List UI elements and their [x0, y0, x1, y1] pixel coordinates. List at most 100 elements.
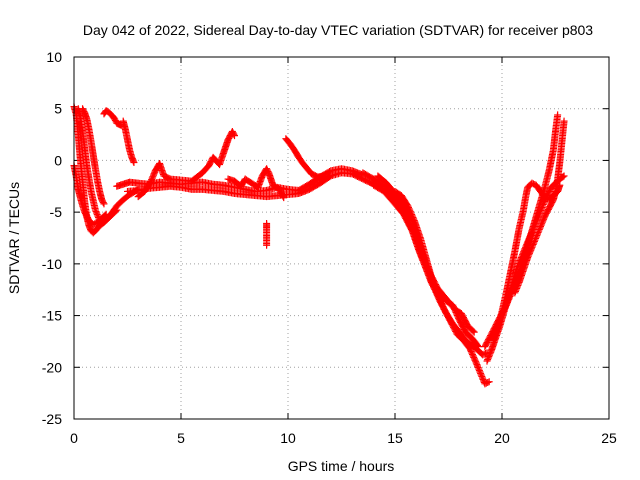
data-point — [101, 211, 109, 219]
data-point — [511, 289, 519, 297]
data-point — [529, 242, 537, 250]
data-point — [532, 233, 540, 241]
y-tick-label: -10 — [42, 256, 62, 272]
data-point — [149, 171, 157, 179]
y-tick-label: -20 — [42, 359, 62, 375]
data-point — [537, 221, 545, 229]
y-tick-label: -5 — [50, 204, 63, 220]
data-point — [526, 249, 534, 257]
data-point — [485, 353, 493, 361]
data-point — [231, 132, 238, 140]
data-point — [280, 194, 288, 202]
data-point — [532, 234, 540, 242]
data-point — [477, 371, 485, 379]
data-point — [477, 369, 485, 377]
data-point — [472, 359, 480, 367]
data-point — [469, 327, 477, 335]
data-point — [554, 111, 562, 119]
data-point — [147, 177, 155, 185]
x-axis-label: GPS time / hours — [288, 458, 395, 474]
data-point — [537, 223, 545, 231]
data-point — [478, 372, 486, 380]
x-tick-label: 25 — [601, 430, 617, 446]
data-point — [473, 361, 481, 369]
data-point — [470, 328, 478, 336]
plot-frame — [73, 56, 610, 420]
data-point — [484, 378, 492, 386]
data-point — [230, 130, 238, 138]
data-point — [485, 351, 493, 359]
data-point — [474, 362, 482, 370]
data-point — [528, 243, 536, 251]
y-axis-label: SDTVAR / TECUs — [6, 182, 22, 294]
data-point — [559, 173, 567, 181]
data-point — [148, 176, 156, 184]
data-point — [476, 368, 484, 376]
data-point — [535, 227, 543, 235]
data-point — [524, 252, 532, 260]
data-point — [474, 341, 482, 349]
data-point — [524, 254, 532, 262]
data-point — [279, 192, 287, 200]
data-point — [533, 230, 541, 238]
data-point — [149, 173, 157, 181]
data-point — [478, 374, 486, 382]
data-point — [100, 200, 108, 208]
data-point — [320, 172, 328, 180]
data-point — [512, 286, 520, 294]
data-point — [530, 237, 538, 245]
data-point — [560, 117, 568, 125]
data-point — [527, 245, 535, 253]
data-point — [91, 206, 99, 214]
data-point — [533, 231, 541, 239]
x-tick-label: 0 — [70, 430, 78, 446]
data-point — [99, 198, 107, 206]
data-point — [531, 236, 539, 244]
data-point — [536, 224, 544, 232]
data-points — [70, 103, 568, 388]
data-point — [539, 217, 547, 225]
x-tick-label: 5 — [177, 430, 185, 446]
x-tick-label: 15 — [387, 430, 403, 446]
y-tick-label: 5 — [54, 101, 62, 117]
data-point — [475, 365, 483, 373]
data-point — [92, 208, 100, 216]
data-point — [525, 251, 533, 259]
data-point — [538, 220, 546, 228]
tick-labels: 0 5 10 15 20 25 -25 -20 -15 -10 -5 0 5 10 — [42, 49, 617, 446]
data-point — [511, 287, 519, 295]
y-tick-label: -15 — [42, 308, 62, 324]
data-point — [130, 158, 138, 166]
data-point — [474, 364, 482, 372]
data-point — [93, 209, 101, 217]
data-point — [475, 367, 483, 375]
data-point — [102, 210, 110, 218]
data-point — [263, 241, 271, 249]
data-point — [474, 343, 482, 351]
data-point — [485, 378, 493, 386]
data-point — [483, 357, 491, 365]
data-point — [93, 211, 101, 219]
data-point — [486, 350, 494, 358]
data-point — [529, 240, 537, 248]
y-tick-label: -25 — [42, 411, 62, 427]
data-point — [148, 174, 156, 182]
data-point — [514, 281, 522, 289]
data-point — [530, 239, 538, 247]
x-tick-label: 20 — [494, 430, 510, 446]
data-point — [484, 354, 492, 362]
y-tick-label: 10 — [46, 49, 62, 65]
data-point — [540, 215, 548, 223]
data-point — [535, 226, 543, 234]
data-point — [526, 248, 534, 256]
data-point — [484, 356, 492, 364]
data-point — [479, 375, 487, 383]
data-point — [513, 284, 521, 292]
data-point — [527, 246, 535, 254]
data-point — [534, 229, 542, 237]
x-tick-label: 10 — [280, 430, 296, 446]
data-point — [538, 218, 546, 226]
data-point — [513, 283, 521, 291]
data-point — [150, 170, 158, 178]
